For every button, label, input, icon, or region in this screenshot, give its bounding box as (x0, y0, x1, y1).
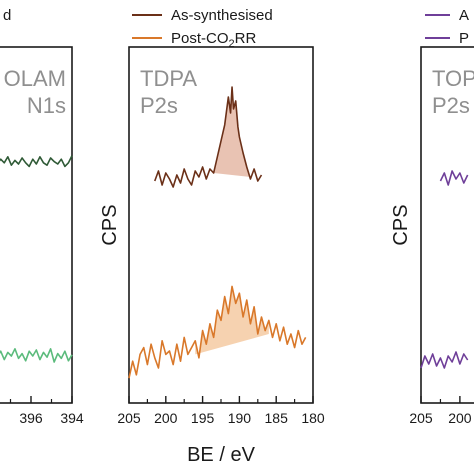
x-tick-label: 180 (301, 410, 325, 426)
series-line-post-co2rr (420, 351, 469, 369)
legend-center-label-post: Post-CO2RR (171, 30, 256, 50)
legend-post-sub: 2 (229, 38, 235, 50)
panel-top-series (420, 170, 469, 369)
panel-olam: OLAM N1s 8396394 (0, 46, 84, 426)
legend-post-pre: Post-CO (171, 30, 229, 47)
legend-left-item: d (3, 7, 11, 24)
series-line-post-co2rr (0, 347, 73, 363)
panel-olam-tag-line1: OLAM (4, 66, 66, 91)
panel-tdpa-tag-line2: P2s (140, 93, 178, 118)
legend-center: As-synthesised Post-CO2RR (132, 7, 273, 50)
x-axis-label: BE / eV (187, 444, 255, 466)
panel-tdpa-tag-line1: TDPA (140, 66, 197, 91)
legend-right-label-post: P (459, 30, 469, 47)
series-line-as-synthesised (154, 86, 263, 188)
legend-post-post: RR (235, 30, 257, 47)
y-axis-label-right: CPS (390, 204, 412, 245)
series-line-as-synthesised (0, 155, 73, 168)
panel-top-tag-line1: TOP (432, 66, 474, 91)
x-tick-label: 200 (448, 410, 472, 426)
x-tick-label: 190 (228, 410, 252, 426)
x-tick-label: 205 (117, 410, 141, 426)
peak-fill-as-synthesised (213, 87, 251, 179)
x-tick-label: 394 (60, 410, 84, 426)
panel-olam-series (0, 155, 73, 363)
panel-tdpa-ticks: 205 200 195 190 185 180 (117, 396, 325, 426)
x-tick-label: 205 (409, 410, 433, 426)
peak-fill-post (195, 286, 269, 358)
y-axis-label-center: CPS (99, 204, 121, 245)
panel-top-frame (420, 46, 474, 404)
panel-top: TOP P2s 205 200 (409, 46, 474, 426)
x-tick-label: 185 (265, 410, 289, 426)
panel-top-tag-line2: P2s (432, 93, 470, 118)
panel-olam-tag-line2: N1s (27, 93, 66, 118)
x-tick-label: 195 (191, 410, 215, 426)
legend-right-label-as: A (459, 7, 469, 24)
x-tick-label: 200 (154, 410, 178, 426)
panel-tdpa-series (128, 86, 307, 379)
x-tick-label: 396 (19, 410, 43, 426)
panel-top-ticks: 205 200 (409, 396, 472, 426)
series-line-as-synthesised (439, 170, 469, 186)
series-line-post-co2rr (128, 285, 307, 379)
legend-center-label-as: As-synthesised (171, 7, 273, 24)
legend-right: A P (425, 7, 469, 47)
panel-tdpa: TDPA P2s 205 200 195 190 185 180 (117, 46, 325, 426)
panel-olam-ticks: 8396394 (9, 396, 84, 426)
